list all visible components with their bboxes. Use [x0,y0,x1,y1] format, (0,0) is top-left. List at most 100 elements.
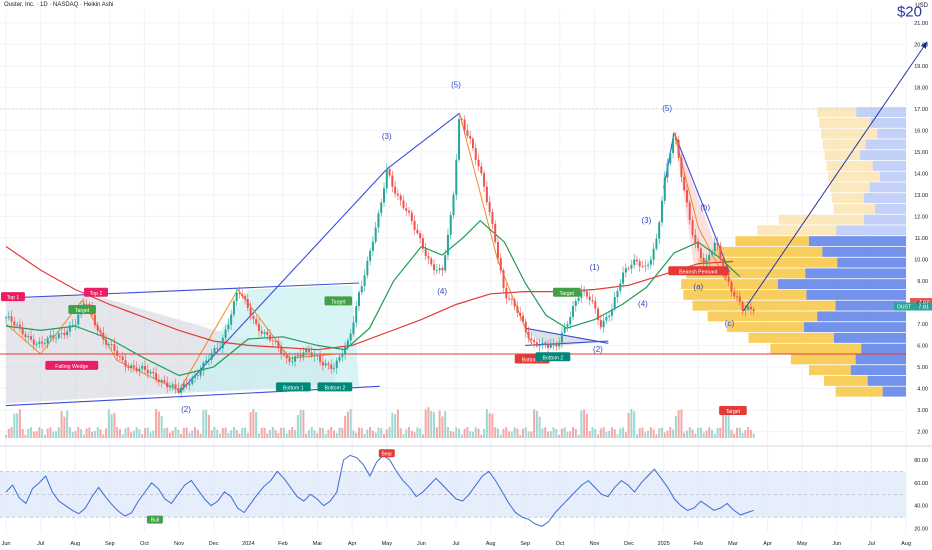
volume-bar [155,409,158,438]
volume-bar [572,427,575,438]
candle-body [38,341,41,344]
candle-body [624,268,627,273]
volume-bar [730,429,733,438]
volume-bar [438,410,441,438]
volume-bar [505,427,508,438]
candle-body [310,352,313,357]
volume-bar [93,430,96,438]
volume-bar [569,431,572,438]
candle-body [143,366,146,370]
volume-bar [230,430,233,438]
candle-body [513,299,516,307]
candle-body [202,362,205,371]
candle-body [635,259,638,262]
candle-body [710,251,713,255]
moving-average-red [5,246,733,351]
profile-bar-buy [735,236,809,247]
candle-body [196,375,199,376]
volume-bar [96,427,99,438]
volume-bar [132,430,135,438]
profile-bar-buy [824,150,861,161]
candle-body [166,382,169,388]
candle-body [569,317,572,325]
pattern-tag [0,292,25,302]
candle-body [5,317,7,319]
price-tick-label: 10.00 [914,257,928,263]
pattern-tag [552,287,581,297]
candle-body [238,292,241,295]
time-tick-label: Aug [901,541,911,547]
volume-bar [547,431,550,438]
volume-bar [227,432,230,438]
wave-label: (b) [700,203,710,212]
candle-body [402,200,405,209]
rsi-tick-label: 40.00 [914,504,928,510]
candle-body [55,337,58,339]
candle-body [199,370,202,376]
volume-bar [563,427,566,438]
volume-bar [249,412,252,438]
trend-line [525,340,609,346]
time-tick-label: Jun [832,541,841,547]
candle-body [327,363,330,365]
volume-bar [630,409,633,438]
volume-bar [688,427,691,438]
candle-body [452,194,455,216]
volume-bar [499,434,502,438]
rsi-line [5,454,754,527]
candle-body [352,322,355,334]
price-axis [894,298,932,311]
candle-body [574,300,577,307]
volume-bar [88,427,91,438]
price-tick-label: 7.00 [917,322,928,328]
candle-body [346,340,349,348]
candle-body [435,270,438,271]
candle-body [171,384,174,387]
pattern-tag-label: Falling Wedge [55,364,88,370]
candle-body [605,316,608,321]
time-tick-label: Sep [520,541,530,547]
volume-bar [716,428,719,438]
volume-bar [710,429,713,438]
price-tick-label: 20.00 [914,42,928,48]
candle-body [263,332,266,334]
candle-body [257,323,260,332]
candle-body [527,331,530,339]
candle-body [338,356,341,361]
profile-bar-sell [861,343,906,354]
volume-bar [121,434,124,438]
profile-bar-buy [790,354,856,365]
candle-body [719,245,722,260]
candle-body [669,153,672,164]
volume-bar [7,428,10,438]
volume-bar [207,414,210,438]
candle-body [544,342,547,345]
profile-bar-buy [817,107,857,118]
candle-body [324,363,327,366]
candle-body [296,355,299,357]
candle-body [110,344,113,345]
volume-bar [733,433,736,438]
profile-bar-sell [855,354,906,365]
candle-body [549,344,552,348]
volume-bar [672,429,675,438]
candle-body [644,265,647,267]
volume-bar [508,431,511,438]
candle-body [722,259,725,272]
candle-body [713,242,716,252]
candle-body [82,303,85,307]
candle-body [363,275,366,287]
volume-bar [113,412,116,438]
pennant-area [674,132,726,275]
pattern-tag [317,382,353,392]
candle-body [369,250,372,261]
candle-body [524,321,527,332]
candle-body [588,296,591,300]
price-tick-label: 4.00 [917,386,928,392]
volume-bar [185,427,188,438]
candle-body [705,260,708,264]
candle-body [16,324,19,326]
profile-bar-buy [826,160,873,171]
volume-bar [471,431,474,438]
